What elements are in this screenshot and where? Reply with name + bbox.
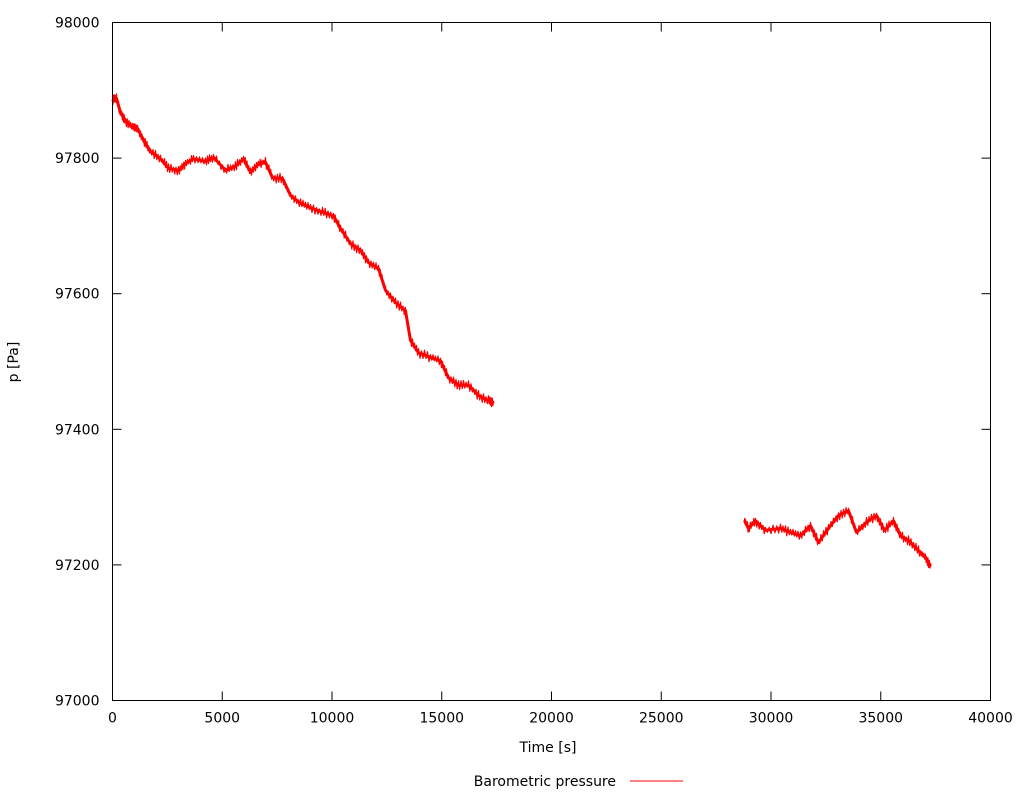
series-layer — [112, 94, 932, 568]
data-point — [322, 211, 324, 213]
data-point — [900, 535, 902, 537]
data-point — [856, 531, 858, 533]
data-point — [755, 520, 757, 522]
data-point — [368, 262, 370, 264]
legend-label: Barometric pressure — [474, 774, 616, 790]
x-tick-label: 15000 — [419, 711, 464, 727]
data-point — [448, 377, 450, 379]
y-tick-label: 98000 — [55, 16, 100, 32]
data-point — [225, 169, 227, 171]
data-point — [876, 514, 878, 516]
data-point — [272, 177, 274, 179]
data-point — [340, 228, 342, 230]
data-point — [243, 158, 245, 160]
x-tick-label: 40000 — [968, 711, 1013, 727]
data-point — [818, 542, 820, 544]
data-point — [458, 384, 460, 386]
data-point — [884, 529, 886, 531]
data-point — [333, 215, 335, 217]
data-point — [810, 525, 812, 527]
data-point — [350, 243, 352, 245]
series-line-barometric-pressure — [113, 98, 494, 402]
data-point — [748, 527, 750, 529]
data-point — [265, 161, 267, 163]
data-point — [395, 302, 397, 304]
data-point — [790, 531, 792, 533]
data-point — [235, 165, 237, 167]
y-tick-label: 97200 — [55, 558, 100, 574]
data-point — [418, 352, 420, 354]
data-point — [930, 565, 932, 567]
data-point — [290, 194, 292, 196]
data-point — [744, 520, 746, 522]
data-point — [440, 360, 442, 362]
data-point — [120, 112, 122, 114]
data-point — [137, 127, 139, 129]
data-point — [893, 520, 895, 522]
data-point — [213, 156, 215, 158]
data-point — [908, 540, 910, 542]
data-point — [168, 167, 170, 169]
y-tick-label: 97800 — [55, 151, 100, 167]
data-point — [378, 268, 380, 270]
x-tick-label: 5000 — [204, 711, 240, 727]
data-point — [143, 140, 145, 142]
data-point — [116, 97, 118, 99]
data-point — [848, 510, 850, 512]
data-point — [132, 127, 134, 129]
data-point — [160, 158, 162, 160]
y-tick-label: 97000 — [55, 694, 100, 710]
x-tick-label: 20000 — [529, 711, 574, 727]
x-axis-label: Time [s] — [519, 740, 577, 756]
data-point — [493, 401, 495, 403]
data-point — [250, 171, 252, 173]
data-point — [300, 203, 302, 205]
axis-ticks: 0 5000 10000 15000 20000 25000 30000 35000 40000… — [55, 16, 1013, 727]
data-point — [178, 169, 180, 171]
data-point — [838, 514, 840, 516]
data-point — [125, 120, 127, 122]
data-point — [925, 556, 927, 558]
data-point — [918, 550, 920, 552]
data-point — [410, 340, 412, 342]
data-point — [205, 161, 207, 163]
data-point — [310, 207, 312, 209]
data-point — [478, 394, 480, 396]
x-tick-label: 30000 — [749, 711, 794, 727]
data-point — [185, 163, 187, 165]
data-point — [150, 150, 152, 152]
x-tick-label: 25000 — [639, 711, 684, 727]
x-tick-label: 35000 — [858, 711, 903, 727]
data-point — [405, 310, 407, 312]
data-point — [468, 384, 470, 386]
y-axis-label: p [Pa] — [6, 342, 22, 383]
data-point — [282, 177, 284, 179]
data-point — [488, 400, 490, 402]
data-point — [780, 527, 782, 529]
x-tick-label: 0 — [108, 711, 117, 727]
data-point — [765, 529, 767, 531]
data-point — [193, 158, 195, 160]
y-tick-label: 97400 — [55, 422, 100, 438]
data-point — [385, 289, 387, 291]
y-tick-label: 97600 — [55, 287, 100, 303]
plot-frame — [113, 23, 991, 701]
data-point — [430, 356, 432, 358]
data-point — [828, 527, 830, 529]
series-line-barometric-pressure — [745, 511, 931, 566]
data-point — [800, 535, 802, 537]
data-point — [866, 521, 868, 523]
x-tick-label: 10000 — [310, 711, 355, 727]
data-point — [258, 163, 260, 165]
data-point — [360, 249, 362, 251]
legend: Barometric pressure — [474, 774, 683, 790]
